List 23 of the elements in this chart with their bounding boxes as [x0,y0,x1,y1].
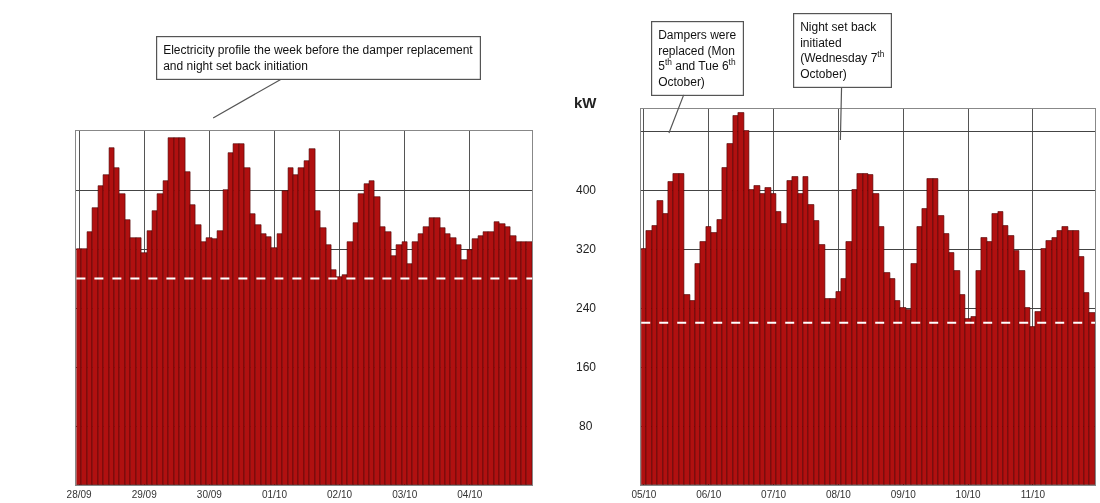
text: Night set back initiated (Wednesday 7$^{th}$ October) [800,20,885,81]
x-tick-label: 29/09 [131,489,158,500]
x-tick-label: 28/09 [66,489,93,500]
y-tick-label: 240 [576,301,597,315]
y-tick-label: 160 [576,360,597,374]
y-axis-title: kW [574,94,598,111]
x-tick-label: 04/10 [457,489,483,500]
x-tick-label: 07/10 [761,489,787,500]
x-tick-label: 03/10 [392,489,418,500]
x-tick-label: 02/10 [327,489,353,500]
text: Electricity profile the week before the damper replacement and night set back initiation [163,43,474,73]
text: Dampers were replaced (Mon 5$^{th}$ and Tue 6$^{th}$ October) [658,28,737,89]
y-tick-label: 400 [576,183,597,197]
x-tick-label: 08/10 [825,489,852,500]
y-tick-label: 320 [576,242,597,256]
x-tick-label: 30/09 [196,489,223,500]
x-tick-label: 11/10 [1020,489,1046,500]
x-tick-label: 09/10 [890,489,917,500]
x-tick-label: 05/10 [631,489,657,500]
y-tick-label: 80 [579,419,593,433]
x-tick-label: 06/10 [696,489,722,500]
x-tick-label: 10/10 [955,489,982,500]
x-tick-label: 01/10 [261,489,288,500]
